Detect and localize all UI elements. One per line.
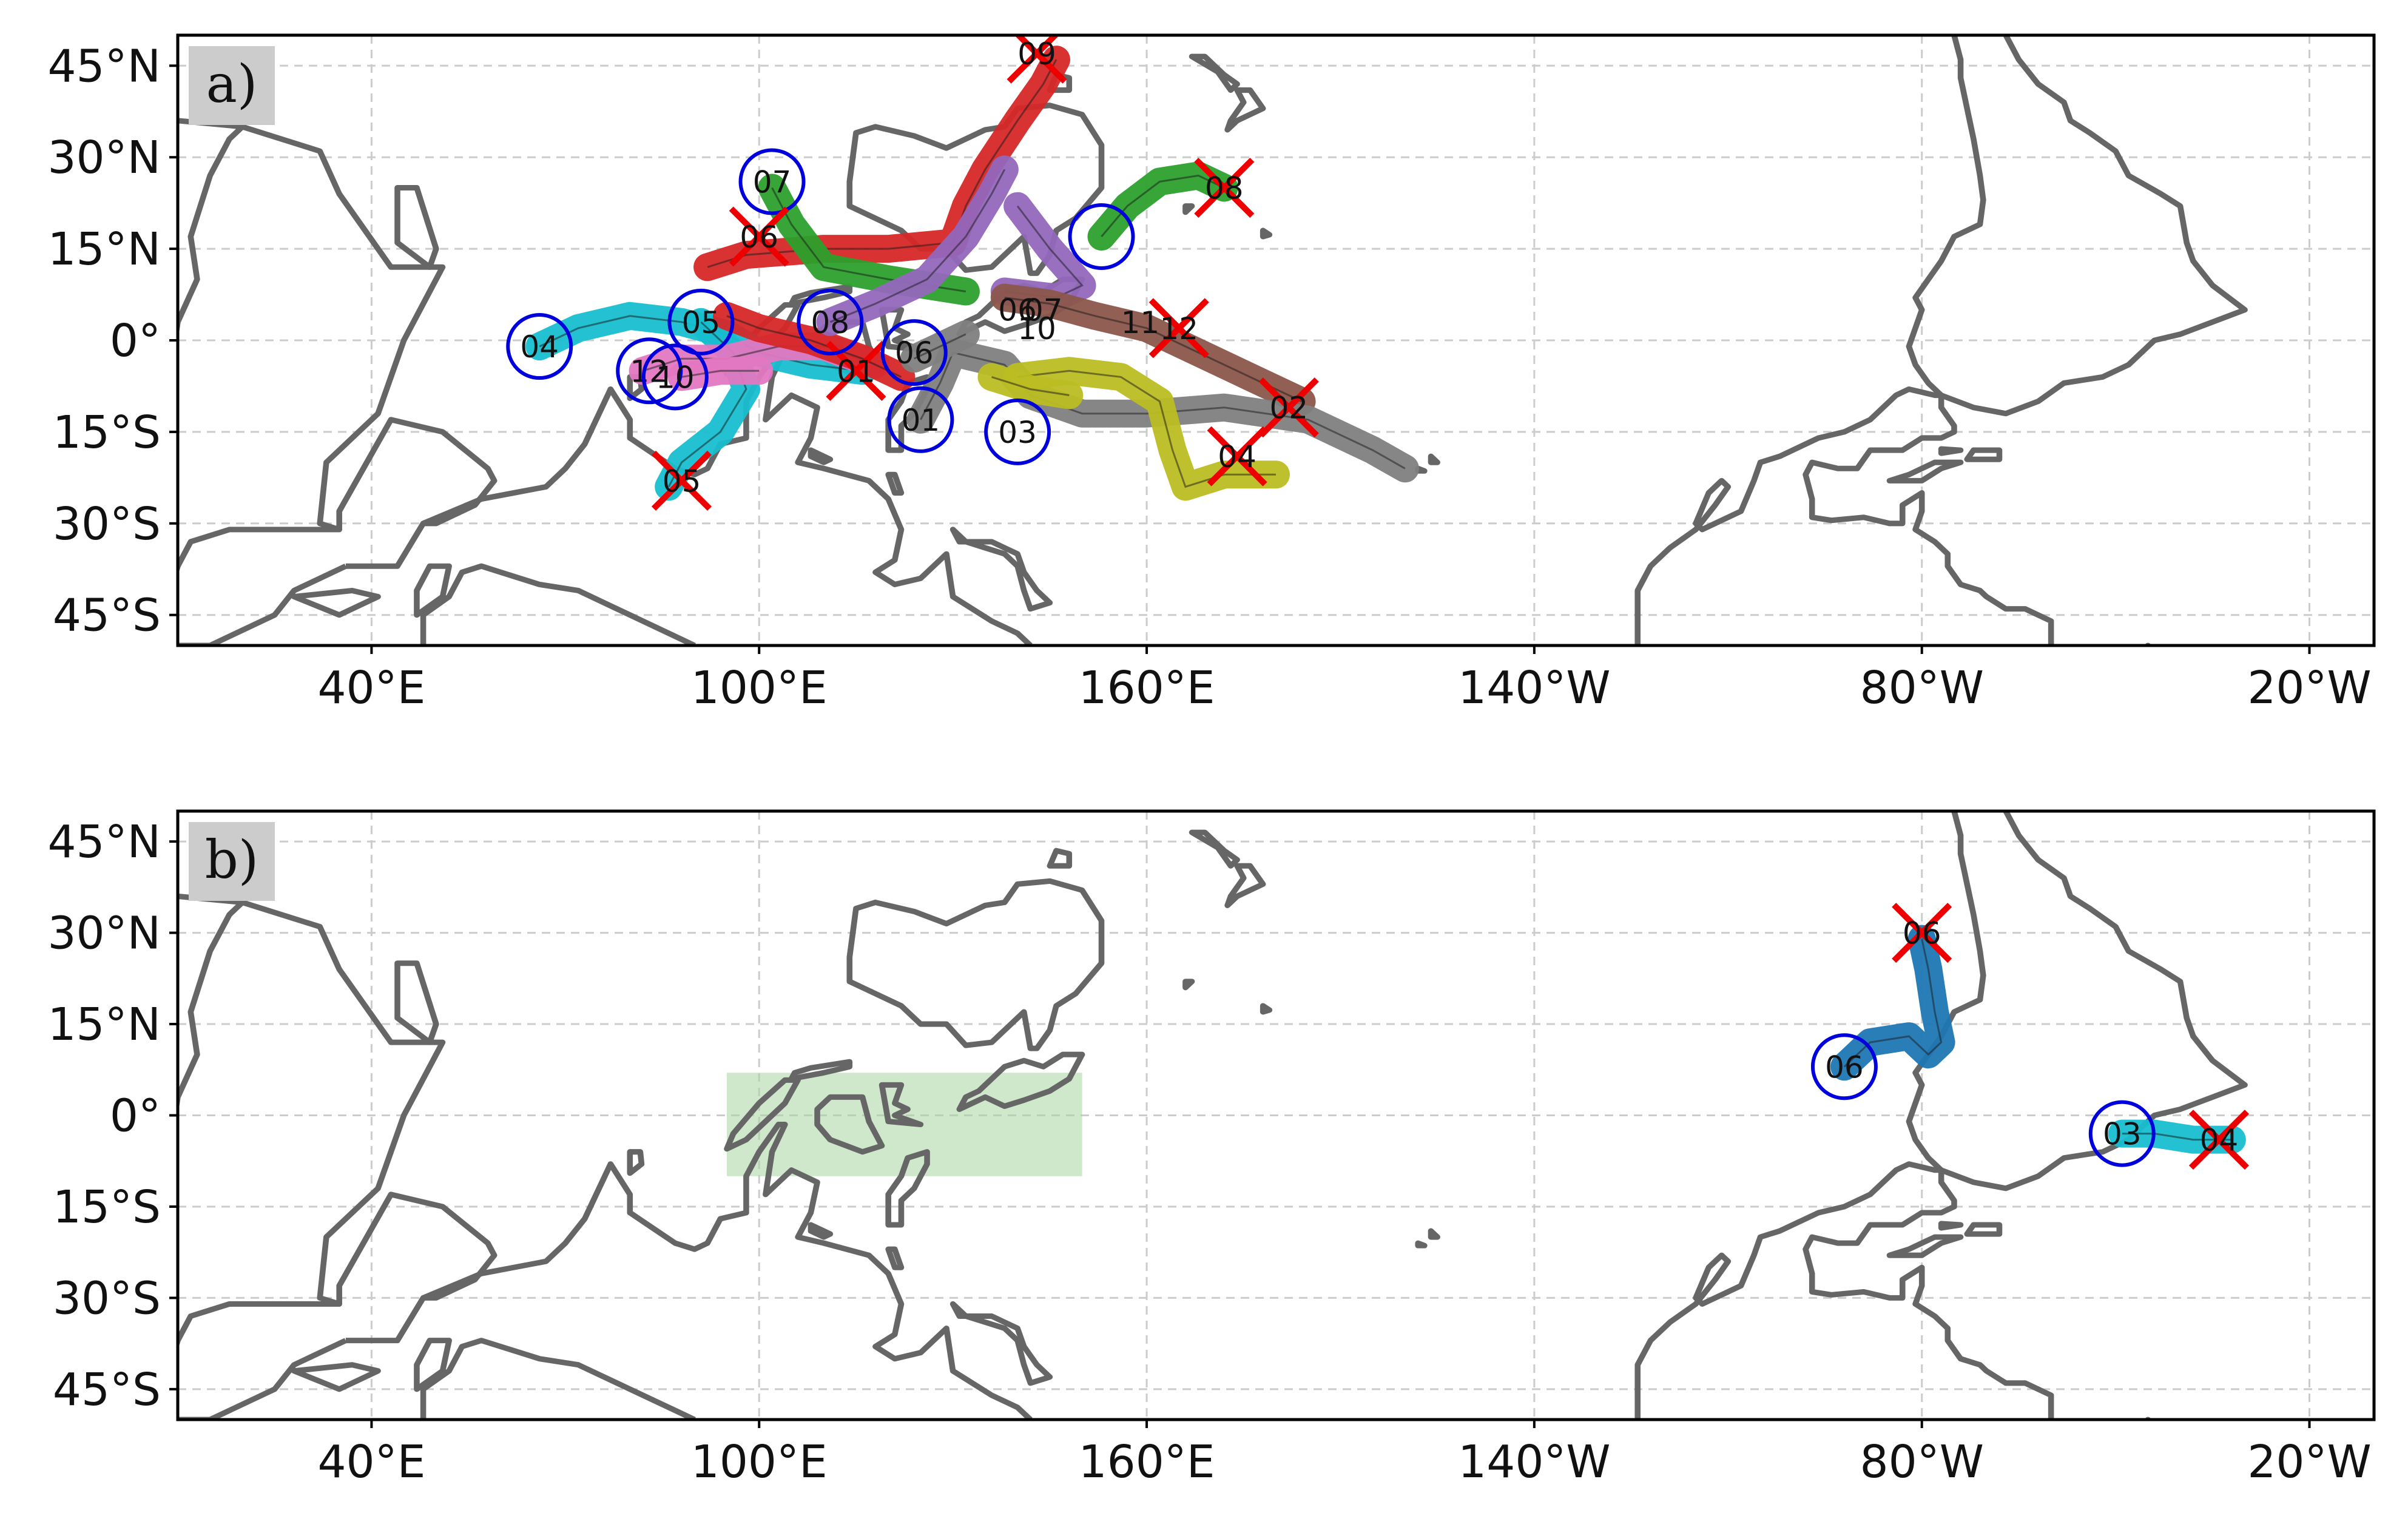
panel-label: a): [206, 54, 258, 115]
panel-b: 06 06 03 04 40°E 100°E 160°E 140°W 80°W 20°W 45°N 3…: [47, 809, 2376, 1488]
track-start-label: 03: [2103, 1117, 2142, 1152]
track-end-marker: [1148, 298, 1209, 359]
x-tick-label: 140°W: [1458, 1436, 1610, 1488]
storm-track-centerline: [1843, 939, 1943, 1068]
track-end-marker: [1194, 157, 1255, 218]
gridlines: [178, 811, 2374, 1420]
track-end-marker: [1892, 903, 1952, 963]
storm-track-centerline: [2122, 1133, 2232, 1141]
track-label: 06: [998, 293, 1037, 328]
y-tick-label: 30°N: [47, 908, 161, 960]
track-label: 10: [1017, 311, 1056, 346]
axes: 40°E 100°E 160°E 140°W 80°W 20°W 45°N 30°N 15°N 0…: [47, 816, 2371, 1488]
track-start-label: 07: [753, 164, 792, 200]
storm-track-centerline: [1101, 174, 1225, 237]
y-tick-label: 45°S: [53, 1364, 161, 1416]
track-end-label: 05: [663, 463, 701, 499]
track-start-marker: [667, 288, 735, 356]
track-start-marker: [984, 398, 1051, 465]
y-tick-label: 15°S: [53, 1181, 161, 1233]
track-start-marker: [616, 337, 683, 405]
y-tick-label: 15°S: [53, 406, 161, 459]
storm-track-centerline: [1004, 297, 1303, 402]
x-tick-label: 40°E: [317, 1436, 425, 1488]
storm-track-centerline: [726, 315, 902, 378]
y-tick-label: 45°S: [53, 590, 161, 642]
track-end-marker: [729, 206, 789, 267]
track-end-marker: [1007, 35, 1067, 84]
track-end-label: 01: [837, 354, 875, 389]
track-start-marker: [1068, 203, 1135, 270]
panel-label-background: [189, 46, 275, 125]
track-start-marker: [641, 343, 709, 411]
track-end-label: 12: [1159, 311, 1198, 346]
x-tick-label: 80°W: [1860, 1436, 1984, 1488]
panel-label: b): [205, 830, 259, 891]
x-tick-label: 160°E: [1079, 1436, 1215, 1488]
panel-label-background: [189, 822, 275, 901]
x-tick-label: 140°W: [1458, 662, 1610, 714]
track-start-label: 03: [998, 415, 1037, 450]
track-end-marker: [2188, 1110, 2250, 1170]
track-start-label: 06: [895, 335, 934, 371]
track-end-label: 06: [740, 220, 778, 255]
x-tick-label: 20°W: [2247, 1436, 2371, 1488]
y-tick-label: 30°S: [53, 1272, 161, 1324]
y-tick-label: 15°N: [47, 999, 161, 1051]
x-tick-label: 20°W: [2247, 662, 2371, 714]
y-tick-label: 0°: [110, 315, 161, 367]
track-start-marker: [887, 386, 954, 453]
y-tick-label: 30°N: [47, 132, 161, 184]
storm-track-centerline: [920, 351, 1406, 470]
track-end-marker: [1207, 426, 1267, 487]
track-start-marker: [738, 148, 806, 215]
track-start-label: 10: [656, 360, 695, 395]
track-start-marker: [2088, 1100, 2156, 1167]
storm-track-centerline: [829, 169, 1006, 323]
track-end-label: 02: [1269, 391, 1308, 426]
x-tick-label: 80°W: [1860, 662, 1984, 714]
x-tick-label: 100°E: [691, 662, 828, 714]
x-tick-label: 100°E: [691, 1436, 828, 1488]
track-end-label: 09: [1017, 36, 1056, 72]
x-tick-label: 160°E: [1079, 662, 1215, 714]
axes: 40°E 100°E 160°E 140°W 80°W 20°W 45°N 30°N 15°N 0…: [47, 40, 2371, 714]
map-area: 06 06 03 04: [178, 811, 2374, 1420]
track-start-label: 04: [520, 329, 559, 365]
track-end-label: 04: [2200, 1123, 2239, 1158]
track-start-marker: [880, 319, 948, 386]
track-start-label: 01: [902, 403, 940, 438]
track-label: 07: [1024, 293, 1063, 328]
track-start-marker: [797, 288, 864, 356]
storm-tracks: [1830, 925, 2246, 1154]
track-end-marker: [651, 450, 712, 511]
y-tick-label: 15°N: [47, 223, 161, 275]
track-end-label: 06: [1903, 916, 1941, 951]
track-start-label: 08: [811, 305, 850, 340]
track-start-label: 05: [682, 305, 721, 340]
storm-track-centerline: [914, 333, 966, 360]
track-end-label: 04: [1218, 439, 1256, 474]
track-start-label: 06: [1825, 1050, 1864, 1085]
track-markers: 06 06 03 04: [1810, 903, 2250, 1170]
track-start-marker: [1810, 1033, 1878, 1100]
y-tick-label: 45°N: [47, 816, 161, 868]
track-end-label: 08: [1205, 171, 1244, 206]
y-tick-label: 30°S: [53, 498, 161, 550]
x-tick-label: 40°E: [317, 662, 425, 714]
track-start-marker: [506, 313, 573, 380]
storm-track-centerline: [991, 376, 1070, 396]
y-tick-label: 45°N: [47, 40, 161, 92]
storm-track-centerline: [681, 369, 760, 378]
track-label: 11: [1121, 305, 1160, 340]
track-end-marker: [1258, 377, 1319, 438]
y-tick-label: 0°: [110, 1090, 161, 1142]
